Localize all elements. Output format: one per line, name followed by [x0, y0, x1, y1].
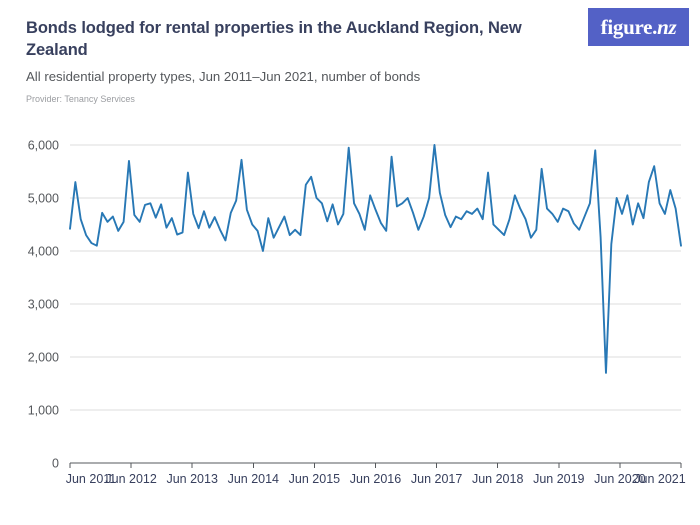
data-series-group [69, 144, 682, 374]
x-axis-tick-label: Jun 2012 [105, 472, 156, 486]
x-axis-tick-label: Jun 2017 [411, 472, 462, 486]
x-axis-tick-label: Jun 2013 [166, 472, 217, 486]
series-line [69, 144, 682, 374]
x-axis-tick-label: Jun 2014 [228, 472, 279, 486]
x-axis [69, 462, 682, 468]
y-axis-tick-label: 5,000 [28, 192, 59, 206]
x-axis-tick-label: Jun 2021 [634, 472, 685, 486]
logo-suffix-text: nz [657, 14, 677, 39]
chart-subtitle: All residential property types, Jun 2011… [26, 68, 421, 84]
x-axis-tick-label: Jun 2015 [289, 472, 340, 486]
y-axis-tick-label: 4,000 [28, 245, 59, 259]
x-axis-tick-label: Jun 2016 [350, 472, 401, 486]
y-axis-tick-labels: 0 1,000 2,000 3,000 4,000 5,000 6,000 [28, 139, 59, 471]
gridlines-group [70, 144, 681, 411]
y-axis-tick-label: 2,000 [28, 351, 59, 365]
y-axis-tick-label: 1,000 [28, 404, 59, 418]
figurenz-logo[interactable]: figure.nz [588, 8, 689, 46]
x-axis-tick-label: Jun 2020 [594, 472, 645, 486]
chart-header: Bonds lodged for rental properties in th… [26, 18, 546, 105]
page-title: Bonds lodged for rental properties in th… [26, 19, 522, 59]
figurenz-logo-text: figure.nz [601, 15, 677, 40]
x-axis-tick-label: Jun 2019 [533, 472, 584, 486]
x-axis-tick-label: Jun 2018 [472, 472, 523, 486]
chart-provider-label: Provider: Tenancy Services [26, 94, 135, 105]
logo-main-text: figure. [600, 14, 658, 39]
y-axis-tick-label: 6,000 [28, 139, 59, 153]
y-axis-tick-label: 3,000 [28, 298, 59, 312]
y-axis-tick-label: 0 [52, 457, 59, 471]
x-axis-tick-label: Jun 2011 [66, 472, 117, 486]
